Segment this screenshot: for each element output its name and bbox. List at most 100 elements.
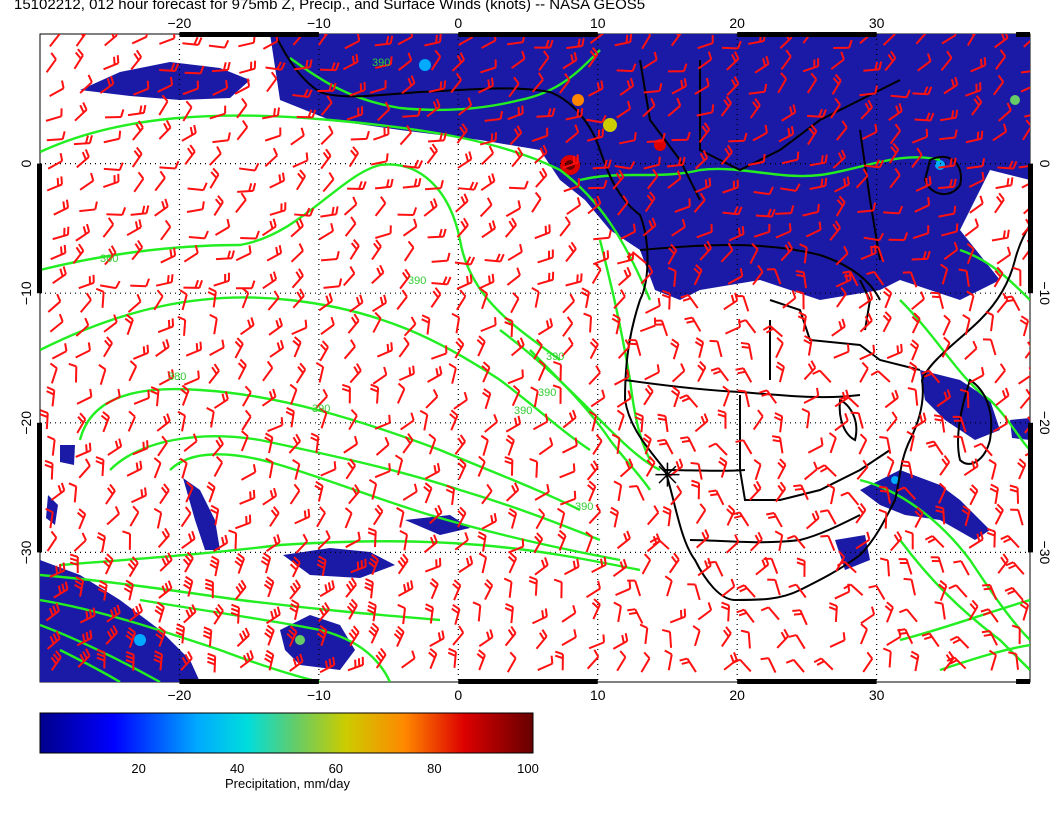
wind-barb — [973, 442, 993, 457]
wind-barb — [133, 389, 150, 405]
frame-bar-right — [1028, 163, 1033, 294]
wind-barb — [264, 649, 275, 671]
wind-barb — [616, 63, 637, 73]
wind-barb — [343, 339, 356, 360]
wind-barb — [566, 37, 585, 50]
wind-barb — [346, 106, 364, 121]
wind-barb — [289, 483, 301, 505]
wind-barb — [73, 48, 84, 70]
wind-barb — [553, 578, 563, 599]
lat-tick-label-right: −20 — [1037, 411, 1053, 435]
wind-barb — [859, 623, 868, 645]
wind-barb — [646, 505, 660, 526]
wind-barb — [911, 312, 921, 334]
lon-tick-label-bottom: 30 — [869, 687, 885, 703]
wind-barb — [181, 124, 197, 142]
wind-barb — [997, 160, 1018, 170]
wind-barb — [79, 201, 98, 213]
wind-barb — [261, 388, 277, 407]
wind-barb — [449, 409, 459, 431]
wind-barb — [476, 649, 486, 671]
wind-barb — [52, 226, 70, 241]
wind-barb — [998, 102, 1012, 122]
wind-barb — [803, 360, 817, 381]
wind-barb — [429, 578, 439, 600]
wind-barb — [74, 102, 88, 122]
wind-barb — [157, 527, 171, 548]
wind-barb — [347, 656, 364, 672]
wind-barb — [49, 313, 64, 333]
wind-barb — [966, 158, 986, 170]
wind-barb — [1024, 338, 1030, 359]
wind-barb — [980, 608, 999, 623]
wind-barb — [721, 40, 742, 50]
wind-barb — [319, 580, 335, 598]
wind-barb — [963, 458, 979, 476]
wind-barb — [775, 481, 787, 503]
wind-barb — [695, 177, 712, 194]
wind-barb — [953, 435, 967, 453]
wind-barb — [402, 433, 414, 454]
wind-barb — [128, 603, 143, 622]
wind-barb — [562, 409, 577, 429]
precip-region-northwest — [80, 62, 250, 100]
wind-barb — [292, 88, 313, 99]
wind-barb — [349, 81, 366, 97]
wind-barb — [214, 218, 231, 236]
wind-barb — [562, 316, 574, 337]
wind-barb — [694, 150, 709, 170]
wind-barb — [684, 316, 702, 332]
wind-barb — [185, 341, 203, 357]
wind-barb — [593, 229, 612, 241]
wind-barb — [590, 389, 606, 408]
lat-tick-label-left: −20 — [18, 411, 34, 435]
wind-barb — [785, 658, 805, 673]
wind-barb — [342, 53, 359, 71]
wind-barb — [968, 171, 985, 188]
wind-barb — [179, 457, 188, 479]
wind-barb — [209, 339, 225, 356]
wind-barb — [900, 460, 914, 479]
wind-barb — [994, 363, 1006, 384]
wind-barb — [396, 382, 406, 404]
wind-barb — [780, 49, 792, 71]
wind-barb — [914, 196, 931, 213]
wind-barb — [722, 206, 743, 216]
wind-barb — [291, 268, 304, 289]
wind-barb — [910, 650, 920, 672]
wind-barb — [755, 208, 776, 218]
wind-barb — [154, 601, 165, 623]
wind-barb — [537, 271, 555, 286]
wind-barb — [843, 583, 864, 596]
wind-barb — [642, 51, 658, 70]
wind-barb — [182, 100, 193, 122]
wind-barb — [565, 108, 584, 121]
wind-barb — [616, 409, 625, 431]
wind-barb — [452, 625, 465, 646]
wind-barb — [310, 432, 320, 453]
wind-barb — [753, 459, 762, 481]
wind-barb — [185, 481, 194, 503]
wind-barb — [393, 625, 405, 647]
wind-barb — [693, 192, 706, 213]
wind-barb — [130, 205, 150, 216]
wind-barb — [536, 107, 556, 118]
wind-barb — [430, 287, 442, 308]
wind-barb — [105, 483, 116, 505]
wind-barb — [982, 338, 997, 356]
wind-barb — [762, 325, 783, 338]
madagascar-coast — [957, 378, 993, 465]
precip-cell — [419, 59, 431, 71]
wind-barb — [45, 507, 54, 529]
wind-barb — [477, 455, 486, 477]
wind-barb — [289, 383, 298, 405]
wind-barb — [588, 80, 604, 97]
axis-labels: −20 −20 −10 −10 0 0 10 10 20 20 30 30 0 0 −10 −10 −20 −20… — [18, 15, 1053, 703]
wind-barb — [671, 363, 686, 383]
wind-barb — [238, 162, 260, 172]
wind-barb — [400, 412, 415, 431]
wind-barb — [426, 98, 441, 118]
wind-barb — [264, 624, 275, 646]
wind-barb — [747, 153, 766, 167]
wind-barb — [896, 486, 917, 500]
